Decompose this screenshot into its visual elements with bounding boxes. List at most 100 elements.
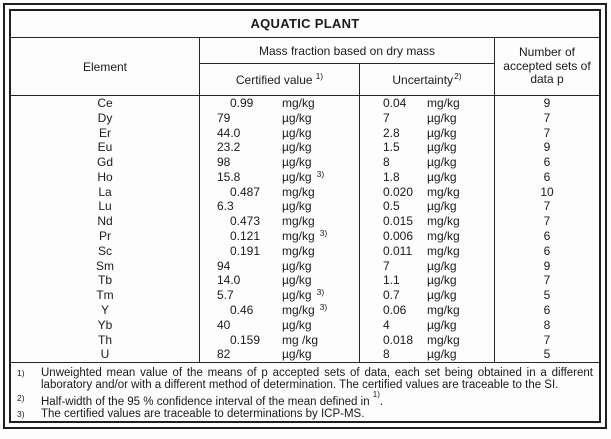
table-row: Er 44.0 µg/kg 2.8 µg/kg 7 (11, 125, 599, 141)
element-cell: Eu (11, 140, 200, 156)
uncertainty-unit: mg/kg (427, 243, 460, 258)
uncertainty-cell: 0.020 mg/kg (360, 184, 495, 200)
col-group-mass-fraction: Mass fraction based on dry mass Certifie… (200, 38, 495, 95)
sets-cell: 10 (540, 184, 554, 199)
certified-value-number: 5.7 (217, 288, 234, 303)
element-cell: Er (11, 125, 200, 141)
uncertainty-number: 7 (383, 110, 390, 125)
certified-value-cell: 98 µg/kg (200, 155, 360, 170)
sets-cell: 7 (543, 273, 551, 288)
uncertainty-number: 1.8 (383, 169, 400, 184)
sets-cell: 7 (543, 214, 551, 229)
sets-cell: 7 (543, 125, 551, 140)
uncertainty-number: 0.011 (383, 243, 413, 258)
sets-cell: 7 (543, 199, 551, 214)
element-cell: Ho (11, 169, 200, 185)
footnote-ref-inline: 1) (372, 389, 380, 399)
certified-value-cell: 15.8 µg/kg 3) (200, 168, 360, 185)
uncertainty-cell: 8 µg/kg (360, 155, 495, 170)
certified-value-number: 79 (217, 110, 231, 125)
footnote-text: Unweighted mean value of the means of p … (41, 367, 593, 392)
footnote-ref-3: 3) (316, 168, 325, 179)
certified-value-unit: mg/kg (282, 243, 315, 258)
uncertainty-unit: µg/kg (427, 317, 457, 332)
certified-values-table: AQUATIC PLANT Element Mass fraction base… (9, 9, 601, 423)
certified-value-cell: 0.473 mg/kg (200, 214, 360, 230)
certified-value-number: 82 (217, 347, 231, 362)
uncertainty-label: Uncertainty (392, 72, 454, 87)
certified-value-cell: 0.487 mg/kg (200, 184, 360, 200)
element-cell: Pr (11, 229, 200, 244)
certified-value-number: 6.3 (217, 199, 234, 214)
certified-value-unit: mg/kg (282, 96, 315, 110)
table-row: La 0.487 mg/kg 0.020 mg/kg 10 (11, 184, 599, 200)
uncertainty-number: 0.7 (383, 288, 400, 303)
sub-header-row: Certified value 1) Uncertainty 2) (200, 64, 494, 95)
uncertainty-number: 1.5 (383, 140, 400, 155)
footnote-text: Half-width of the 95 % confidence interv… (41, 389, 384, 408)
table-row: Gd 98 µg/kg 8 µg/kg 6 (11, 155, 599, 170)
sets-cell: 7 (543, 110, 551, 125)
uncertainty-unit: µg/kg (427, 273, 457, 288)
certified-value-unit: µg/kg (282, 317, 312, 332)
certified-value-cell: 79 µg/kg (200, 110, 360, 126)
certified-value-cell: 82 µg/kg (200, 347, 360, 363)
certified-value-cell: 14.0 µg/kg (200, 273, 360, 289)
uncertainty-unit: mg/kg (427, 96, 460, 110)
table-row: Eu 23.2 µg/kg 1.5 µg/kg 9 (11, 140, 599, 156)
certified-value-unit: mg /kg (282, 332, 319, 347)
element-cell: Th (11, 332, 200, 348)
sets-cell: 7 (543, 332, 551, 347)
certified-value-number: 44.0 (217, 125, 241, 140)
table-row: Pr 0.121 mg/kg 3) 0.006 mg/kg 6 (11, 228, 599, 244)
col-header-element: Element (11, 38, 200, 95)
element-cell: Yb (11, 317, 200, 333)
footnotes-section: 1) Unweighted mean value of the means of … (11, 362, 599, 421)
col-header-mass-fraction: Mass fraction based on dry mass (200, 38, 494, 64)
certified-value-unit: µg/kg (282, 199, 312, 214)
certified-value-number: 40 (217, 317, 231, 332)
sets-cell: 6 (543, 243, 551, 258)
uncertainty-cell: 7 µg/kg (360, 110, 495, 126)
table-row: Th 0.159 mg /kg 0.018 mg/kg 7 (11, 332, 599, 348)
certified-value-unit: µg/kg (282, 110, 312, 125)
uncertainty-number: 8 (383, 347, 390, 362)
footnote-ref-1: 1) (315, 70, 324, 81)
uncertainty-number: 0.04 (383, 96, 407, 110)
uncertainty-number: 0.018 (383, 332, 414, 347)
certified-value-unit: µg/kg (282, 169, 312, 184)
table-row: Yb 40 µg/kg 4 µg/kg 8 (11, 317, 599, 333)
col-header-sets: Number of accepted sets of data p (503, 45, 591, 87)
certified-value-number: 0.487 (230, 184, 261, 199)
element-cell: Tm (11, 288, 200, 303)
footnote-marker: 2) (17, 392, 25, 403)
uncertainty-number: 1.1 (383, 273, 400, 288)
uncertainty-cell: 7 µg/kg (360, 258, 495, 274)
uncertainty-number: 2.8 (383, 125, 400, 140)
certified-value-cell: 94 µg/kg (200, 258, 360, 274)
certified-value-cell: 0.46 mg/kg 3) (200, 302, 360, 318)
uncertainty-cell: 2.8 µg/kg (360, 125, 495, 141)
certified-value-cell: 0.159 mg /kg (200, 332, 360, 348)
certified-value-cell: 0.99 mg/kg (200, 96, 360, 111)
uncertainty-unit: µg/kg (427, 288, 457, 303)
certified-value-cell: 44.0 µg/kg (200, 125, 360, 141)
footnote: 3) The certified values are traceable to … (11, 408, 593, 420)
element-cell: Nd (11, 214, 200, 230)
uncertainty-unit: mg/kg (427, 302, 460, 317)
element-cell: Lu (11, 199, 200, 215)
certified-value-unit: µg/kg (282, 155, 312, 170)
certified-value-number: 0.46 (230, 302, 254, 317)
uncertainty-number: 4 (383, 317, 390, 332)
footnote: 2) Half-width of the 95 % confidence inte… (11, 389, 593, 408)
uncertainty-unit: µg/kg (427, 258, 457, 273)
certified-value-cell: 5.7 µg/kg 3) (200, 287, 360, 303)
sets-cell: 6 (543, 169, 551, 184)
element-cell: Sc (11, 243, 200, 259)
uncertainty-cell: 0.7 µg/kg (360, 288, 495, 303)
certified-value-number: 0.121 (230, 229, 261, 244)
uncertainty-unit: µg/kg (427, 347, 457, 362)
uncertainty-cell: 0.006 mg/kg (360, 229, 495, 244)
sets-cell: 6 (543, 155, 551, 170)
